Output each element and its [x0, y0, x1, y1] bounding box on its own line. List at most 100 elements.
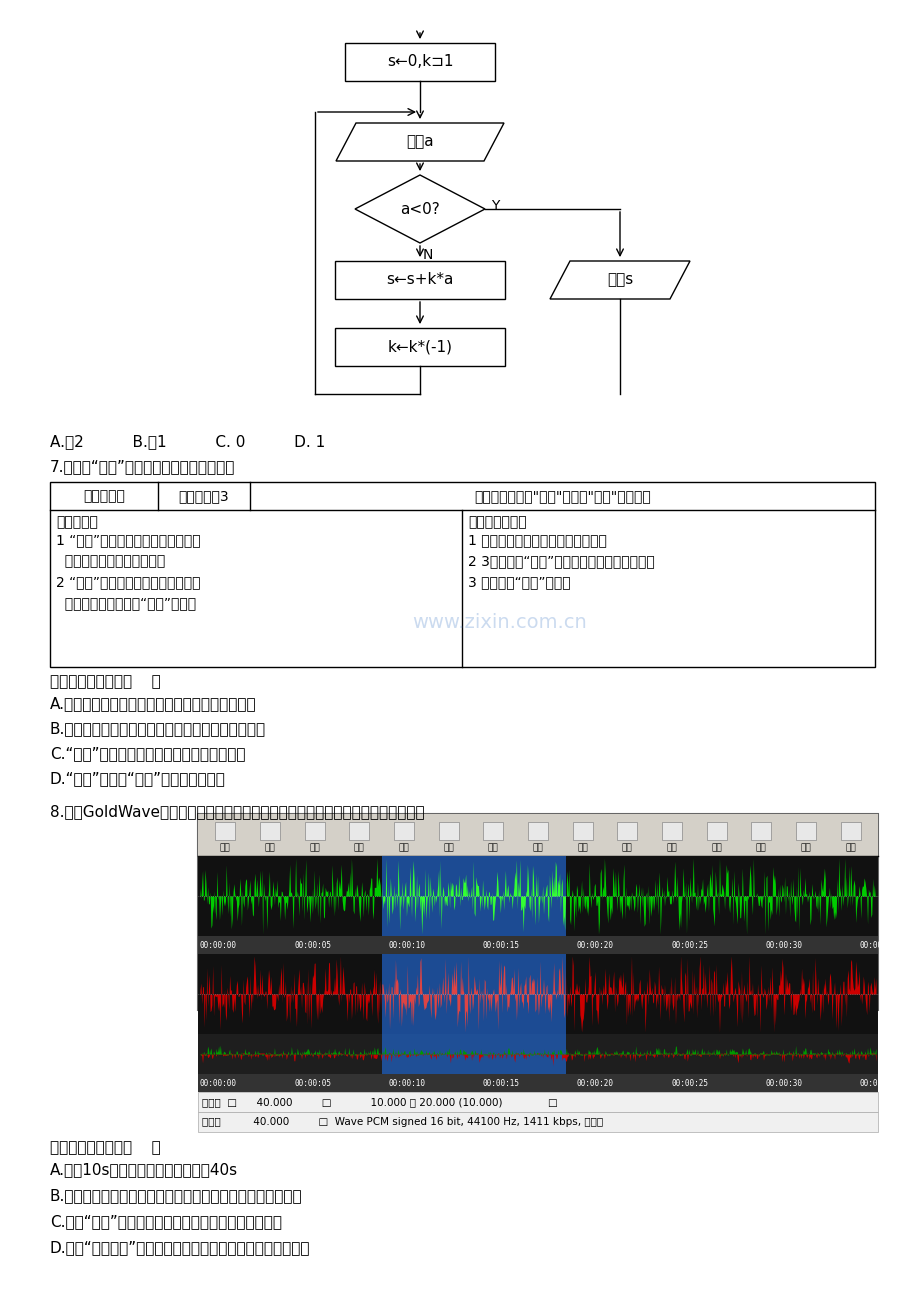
Text: D.执行“更改音量”操作后，只有当前选中的声音音量发生改变: D.执行“更改音量”操作后，只有当前选中的声音音量发生改变 [50, 1240, 311, 1255]
Text: 撤消: 撤消 [354, 844, 364, 853]
Text: 00:00:10: 00:00:10 [388, 1078, 425, 1087]
Text: 00:00:20: 00:00:20 [576, 1078, 613, 1087]
Bar [198, 1034, 877, 1074]
Text: 7.某动画“起源”场景的制作脚本如表所示。: 7.某动画“起源”场景的制作脚本如表所示。 [50, 460, 235, 474]
Text: 复制: 复制 [487, 844, 498, 853]
Text: 剪切: 剪切 [443, 844, 454, 853]
Text: www.zixin.com.cn: www.zixin.com.cn [413, 612, 586, 631]
Polygon shape [550, 260, 689, 299]
Bar [381, 855, 565, 936]
Text: 保存: 保存 [309, 844, 320, 853]
Bar [349, 822, 369, 840]
Bar [438, 822, 459, 840]
Text: 进入方式：单击"目录"场景的"起源"按钮进入: 进入方式：单击"目录"场景的"起源"按钮进入 [473, 490, 650, 503]
Bar [393, 822, 414, 840]
Text: B.选择声道为双声道后按原格式保存，声音文件存储容量翻倍: B.选择声道为双声道后按原格式保存，声音文件存储容量翻倍 [50, 1187, 302, 1203]
Text: 8.使用GoldWave软件编辑某音频文件，选择其中一段音频后的部分界面如图所示。: 8.使用GoldWave软件编辑某音频文件，选择其中一段音频后的部分界面如图所示… [50, 805, 425, 819]
Bar [198, 814, 877, 1010]
Text: 打开: 打开 [265, 844, 275, 853]
Polygon shape [355, 174, 484, 243]
Text: 00:00:00: 00:00:00 [199, 940, 237, 949]
Text: 00:00:20: 00:00:20 [576, 940, 613, 949]
Text: 00:00:15: 00:00:15 [482, 940, 519, 949]
Bar [198, 936, 877, 954]
Text: 输出s: 输出s [607, 272, 632, 288]
Text: 00:00:35: 00:00:35 [858, 1078, 896, 1087]
Bar [260, 822, 279, 840]
Bar [528, 822, 548, 840]
Text: 下列说法正确的是（    ）: 下列说法正确的是（ ） [50, 674, 161, 689]
Bar [198, 1092, 877, 1112]
Bar [198, 1074, 877, 1092]
Text: 00:00:25: 00:00:25 [671, 1078, 708, 1087]
Text: 00:00:15: 00:00:15 [482, 1078, 519, 1087]
Bar [840, 822, 860, 840]
Text: Y: Y [491, 199, 499, 214]
Text: a<0?: a<0? [400, 202, 439, 216]
Bar [50, 482, 874, 667]
Bar [198, 814, 877, 855]
Bar [335, 260, 505, 299]
Text: 1 一开始出现背景图片、背景音乐。: 1 一开始出现背景图片、背景音乐。 [468, 533, 607, 547]
Text: 00:00:00: 00:00:00 [199, 1078, 237, 1087]
Text: C.执行“剪裁”操作后，整个音频只剩下当前选中的部分: C.执行“剪裁”操作后，整个音频只剩下当前选中的部分 [50, 1213, 282, 1229]
Bar [304, 822, 324, 840]
Bar [706, 822, 726, 840]
Text: k←k*(-1): k←k*(-1) [387, 340, 452, 354]
Bar [662, 822, 681, 840]
Text: 未修改          40.000         □  Wave PCM signed 16 bit, 44100 Hz, 1411 kbps, 立体声: 未修改 40.000 □ Wave PCM signed 16 bit, 441… [202, 1117, 603, 1128]
Text: 00:00:05: 00:00:05 [294, 1078, 331, 1087]
Text: 00:00:10: 00:00:10 [388, 940, 425, 949]
Text: A.插入10s静音后，右声道时长仍为40s: A.插入10s静音后，右声道时长仍为40s [50, 1161, 238, 1177]
Text: B.本动画所有场景的制作脚本完成后再编写文字脚本: B.本动画所有场景的制作脚本完成后再编写文字脚本 [50, 721, 266, 736]
Text: 2 “返回”按鈕位于舞台右下角，单击: 2 “返回”按鈕位于舞台右下角，单击 [56, 575, 200, 589]
Text: 类别序号：3: 类别序号：3 [178, 490, 229, 503]
Text: s←0,k⊐1: s←0,k⊐1 [386, 55, 453, 69]
Bar [617, 822, 637, 840]
Text: 00:00:30: 00:00:30 [765, 940, 801, 949]
Text: D.“返回”按鈕在“太阳”动画结束时出现: D.“返回”按鈕在“太阳”动画结束时出现 [50, 771, 226, 786]
Text: 1 “太阳”从舞台右下方移到舞台中上: 1 “太阳”从舞台右下方移到舞台中上 [56, 533, 200, 547]
Text: 方，再移动到舞台左下方。: 方，再移动到舞台左下方。 [56, 553, 165, 568]
Text: 00:00:25: 00:00:25 [671, 940, 708, 949]
Text: A.编写制作脚本前，需先完成媒体元素的分解工作: A.编写制作脚本前，需先完成媒体元素的分解工作 [50, 697, 256, 711]
Text: 输入a: 输入a [406, 134, 434, 150]
Text: 场景：起源: 场景：起源 [83, 490, 125, 503]
Text: 删除: 删除 [710, 844, 721, 853]
Text: 左声道  □      40.000         □            10.000 到 20.000 (10.000)              □: 左声道 □ 40.000 □ 10.000 到 20.000 (10.000) … [202, 1098, 557, 1107]
Text: C.“起源”场景播放完后，将自动关闭动画放映: C.“起源”场景播放完后，将自动关闭动画放映 [50, 746, 245, 760]
Bar [198, 954, 877, 1034]
Bar [335, 328, 505, 366]
Bar [751, 822, 770, 840]
Text: N: N [423, 247, 433, 262]
Text: 2 3秒后出现“太阳”动画，持续到本场景结束。: 2 3秒后出现“太阳”动画，持续到本场景结束。 [468, 553, 654, 568]
Text: 剪裁: 剪裁 [755, 844, 766, 853]
Bar [215, 822, 235, 840]
Text: 替换: 替换 [666, 844, 676, 853]
Polygon shape [335, 122, 504, 161]
Text: 混音: 混音 [621, 844, 632, 853]
Text: 新建: 新建 [220, 844, 231, 853]
Bar [198, 855, 877, 936]
Text: 重复: 重复 [398, 844, 409, 853]
Bar [572, 822, 592, 840]
Bar [198, 1112, 877, 1131]
Bar [482, 822, 503, 840]
Text: 00:00:35: 00:00:35 [858, 940, 896, 949]
Bar [795, 822, 815, 840]
Text: 粘新: 粘新 [576, 844, 587, 853]
Text: s←s+k*a: s←s+k*a [386, 272, 453, 288]
Bar [381, 1034, 565, 1074]
Text: 呈现顺序说明：: 呈现顺序说明： [468, 516, 527, 529]
Text: 下列说法正确的是（    ）: 下列说法正确的是（ ） [50, 1141, 161, 1155]
Text: 3 最后出现“返回”按鈕。: 3 最后出现“返回”按鈕。 [468, 575, 571, 589]
Text: 该按鈕，动画返回到“目录”场景。: 该按鈕，动画返回到“目录”场景。 [56, 596, 196, 611]
Text: 全选: 全选 [845, 844, 855, 853]
Text: 00:00:05: 00:00:05 [294, 940, 331, 949]
Text: 选示: 选示 [800, 844, 811, 853]
Bar [381, 954, 565, 1034]
Text: A.－2          B.－1          C. 0          D. 1: A.－2 B.－1 C. 0 D. 1 [50, 434, 325, 449]
Bar [345, 43, 494, 81]
Text: 呈现方式：: 呈现方式： [56, 516, 97, 529]
Text: 00:00:30: 00:00:30 [765, 1078, 801, 1087]
